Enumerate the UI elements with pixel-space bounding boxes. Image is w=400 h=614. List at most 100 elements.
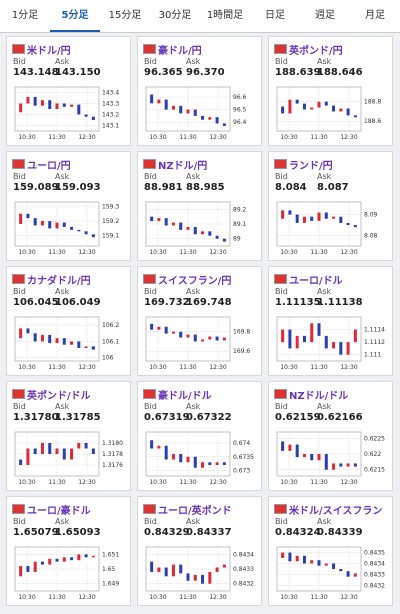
rate-card[interactable]: ユーロ/ドル Bid Ask 1.11135 1.11138 1.111 1.1112 1.1…: [268, 266, 393, 376]
candle: [157, 445, 161, 449]
rate-card[interactable]: 米ドル/スイスフラン Bid Ask 0.84324 0.84339 0.8432 0.84…: [268, 496, 393, 606]
candle: [171, 105, 175, 110]
x-tick-label: 10:30: [18, 364, 35, 371]
pair-title[interactable]: 米ドル/スイスフラン: [289, 506, 383, 517]
x-tick-label: 10:30: [280, 479, 297, 486]
x-tick-label: 11:30: [310, 134, 327, 141]
x-tick-label: 11:30: [179, 594, 196, 601]
pair-title[interactable]: カナダドル/円: [27, 276, 91, 287]
x-tick-label: 10:30: [149, 364, 166, 371]
bid-value: 88.981: [144, 182, 183, 193]
pair-title[interactable]: 豪ドル/ドル: [158, 391, 212, 402]
candle: [48, 558, 52, 565]
x-tick-label: 10:30: [149, 479, 166, 486]
ask-value: 1.31785: [55, 412, 101, 423]
rate-card[interactable]: ユーロ/英ポンド Bid Ask 0.84329 0.84337 0.8432 0.8433…: [137, 496, 262, 606]
ask-label: Ask: [186, 57, 201, 66]
y-tick-label: 169.8: [233, 329, 250, 336]
x-tick-label: 11:30: [179, 134, 196, 141]
rate-card[interactable]: スイスフラン/円 Bid Ask 169.732 169.748 169.6 169.8 10…: [137, 266, 262, 376]
tab[interactable]: 日足: [265, 10, 285, 21]
rate-card[interactable]: NZドル/ドル Bid Ask 0.62159 0.62166 0.6215 0.622 0.…: [268, 381, 393, 491]
pair-title[interactable]: ランド/円: [289, 161, 333, 172]
candle: [62, 448, 66, 460]
bid-label: Bid: [13, 57, 26, 66]
pair-title[interactable]: NZドル/円: [158, 161, 208, 172]
flag: [274, 44, 287, 54]
y-tick-label: 0.8432: [364, 583, 385, 590]
pair-title[interactable]: 米ドル/円: [27, 46, 71, 57]
rate-card[interactable]: 英ポンド/円 Bid Ask 188.639 188.646 188.6 188.8 10:3…: [268, 36, 393, 146]
rate-card[interactable]: ユーロ/豪ドル Bid Ask 1.65079 1.65093 1.649 1.65 1.65…: [6, 496, 131, 606]
pair-title[interactable]: 英ポンド/ドル: [27, 391, 91, 402]
tab[interactable]: 30分足: [158, 10, 192, 21]
bid-value: 1.31780: [13, 412, 59, 423]
bid-label: Bid: [275, 172, 288, 181]
rate-card[interactable]: 豪ドル/円 Bid Ask 96.365 96.370 96.4 96.5 96.6 10:30…: [137, 36, 262, 146]
ask-value: 1.65093: [55, 527, 101, 538]
pair-title[interactable]: NZドル/ドル: [289, 391, 349, 402]
pair-title[interactable]: ユーロ/ドル: [289, 276, 343, 287]
pair-title[interactable]: 豪ドル/円: [158, 46, 202, 57]
tab[interactable]: 15分足: [108, 10, 142, 21]
candle: [332, 216, 336, 219]
rate-card[interactable]: ランド/円 Bid Ask 8.084 8.087 8.08 8.09 10:30 11:30 1…: [268, 151, 393, 261]
candle: [201, 574, 205, 584]
rate-card[interactable]: 英ポンド/ドル Bid Ask 1.31780 1.31785 1.3176 1.3178 1…: [6, 381, 131, 491]
bid-value: 169.732: [144, 297, 190, 308]
candle: [346, 342, 350, 355]
candle: [281, 329, 285, 343]
bid-value: 0.84324: [275, 527, 321, 538]
bid-value: 159.089: [13, 182, 59, 193]
candle: [179, 331, 183, 338]
bid-value: 1.11135: [275, 297, 321, 308]
candle: [193, 226, 197, 235]
candle: [201, 115, 205, 120]
flag: [12, 159, 25, 169]
candle: [157, 567, 161, 572]
ask-value: 0.84337: [186, 527, 232, 538]
candle: [40, 561, 44, 565]
tab[interactable]: 月足: [365, 10, 385, 21]
candle: [302, 216, 306, 223]
tab[interactable]: 1時間足: [206, 10, 244, 21]
candle: [324, 101, 328, 106]
y-tick-label: 188.8: [364, 99, 381, 106]
rate-card[interactable]: ユーロ/円 Bid Ask 159.089 159.093 159.1 159.2 159.3…: [6, 151, 131, 261]
rate-card[interactable]: 豪ドル/ドル Bid Ask 0.67319 0.67322 0.673 0.6735 0.6…: [137, 381, 262, 491]
bid-label: Bid: [13, 172, 26, 181]
y-tick-label: 159.3: [102, 203, 119, 210]
x-tick-label: 12:30: [340, 594, 357, 601]
bid-label: Bid: [13, 287, 26, 296]
rate-card[interactable]: NZドル/円 Bid Ask 88.981 88.985 89 89.1 89.2 10:30 1…: [137, 151, 262, 261]
y-tick-label: 1.1114: [364, 327, 385, 334]
pair-title[interactable]: 英ポンド/円: [289, 46, 343, 57]
x-tick-label: 12:30: [340, 134, 357, 141]
candle: [324, 454, 328, 470]
candle: [62, 222, 66, 227]
rate-card[interactable]: カナダドル/円 Bid Ask 106.045 106.049 106 106.1 106.2…: [6, 266, 131, 376]
x-tick-label: 11:30: [48, 479, 65, 486]
candle: [208, 231, 212, 236]
candle: [70, 557, 74, 561]
candle: [164, 326, 168, 334]
ask-label: Ask: [55, 402, 70, 411]
candle: [288, 552, 292, 562]
y-tick-label: 0.8433: [233, 566, 254, 573]
pair-title[interactable]: スイスフラン/円: [158, 276, 232, 287]
y-tick-label: 0.8432: [233, 581, 254, 588]
pair-title[interactable]: ユーロ/円: [27, 161, 71, 172]
rate-card[interactable]: 米ドル/円 Bid Ask 143.148 143.150 143.1 143.2 143.3…: [6, 36, 131, 146]
candle: [186, 226, 190, 230]
y-tick-label: 0.622: [364, 451, 381, 458]
tab[interactable]: 5分足: [50, 0, 100, 32]
tab[interactable]: 週足: [315, 10, 335, 21]
tab[interactable]: 1分足: [11, 10, 39, 21]
candle: [193, 574, 197, 581]
ask-value: 8.087: [317, 182, 349, 193]
candle: [310, 107, 314, 110]
pair-title[interactable]: ユーロ/豪ドル: [27, 506, 91, 517]
y-tick-label: 0.673: [233, 468, 250, 475]
pair-title[interactable]: ユーロ/英ポンド: [158, 506, 232, 517]
x-tick-label: 12:30: [209, 249, 226, 256]
